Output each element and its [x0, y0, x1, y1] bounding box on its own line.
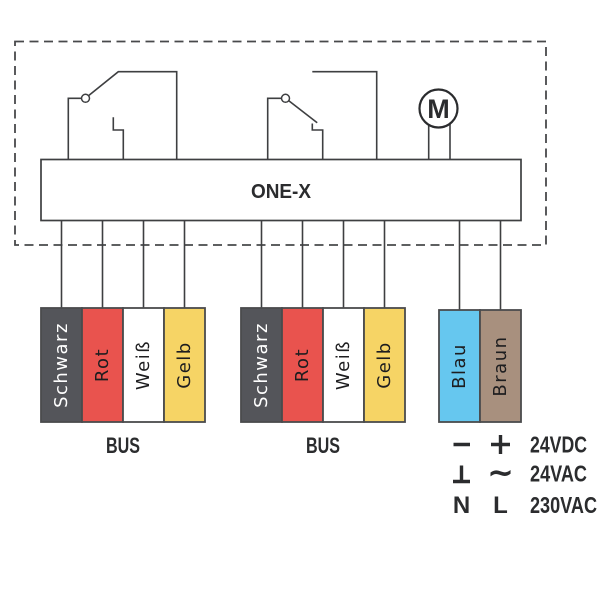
terminal-bus2-schwarz [240, 307, 283, 423]
device-boundary-dashed-box [14, 40, 547, 246]
ground-symbol [453, 465, 470, 484]
terminal-bus2-rot [281, 307, 324, 423]
switch2-lower-contact [311, 123, 324, 160]
terminal-bus2-weiss [322, 307, 365, 423]
motor-symbol: M [418, 88, 459, 160]
terminal-group-bus-2: Schwarz Rot Weiß Gelb BUS [240, 307, 406, 458]
motor-leads [427, 124, 451, 160]
voltage-legend: 24VDC ~ 24VAC N L 230VAC [453, 432, 597, 520]
switch2-upper-contact [312, 70, 378, 160]
terminal-power-blau [438, 309, 481, 423]
device-box [40, 158, 522, 222]
terminal-bus1-gelb [163, 307, 206, 423]
terminal-group-power: Blau Braun [438, 309, 522, 423]
terminal-bus2-gelb [363, 307, 406, 423]
switch1-lower-contact [112, 117, 125, 160]
terminal-wires [60, 220, 502, 310]
bus1-caption: BUS [106, 433, 140, 458]
end-switch-2 [266, 70, 378, 160]
terminal-label-bus2-gelb: Gelb [374, 341, 395, 388]
terminal-label-power-blau: Blau [449, 343, 470, 389]
terminal-group-bus-1: Schwarz Rot Weiß Gelb BUS [40, 307, 206, 458]
terminal-label-bus2-schwarz: Schwarz [251, 322, 272, 408]
device-name: ONE-X [251, 181, 312, 203]
terminal-power-braun [479, 309, 522, 423]
terminal-label-bus1-weiss: Weiß [133, 340, 154, 390]
switch2-common-lead [266, 97, 282, 160]
switch1-arm-upper-contact [88, 70, 178, 160]
switch2-arm [288, 100, 318, 124]
terminal-label-bus2-weiss: Weiß [333, 340, 354, 390]
terminal-label-bus1-schwarz: Schwarz [51, 322, 72, 408]
terminal-label-bus1-rot: Rot [92, 348, 113, 382]
legend-24vac: 24VAC [530, 461, 587, 487]
terminal-bus1-rot [81, 307, 124, 423]
switch1-common-lead [67, 97, 82, 160]
end-switch-1 [67, 70, 178, 160]
legend-24vdc: 24VDC [530, 432, 587, 458]
neutral-symbol: N [453, 492, 470, 519]
line-symbol: L [493, 492, 508, 519]
switch2-pivot-circle [280, 93, 291, 104]
terminal-label-bus2-rot: Rot [292, 348, 313, 382]
switch1-pivot-circle [80, 93, 91, 104]
terminal-bus1-schwarz [40, 307, 83, 423]
terminal-label-bus1-gelb: Gelb [174, 341, 195, 388]
legend-230vac: 230VAC [530, 492, 597, 518]
motor-label: M [427, 94, 450, 124]
bus2-caption: BUS [306, 433, 340, 458]
ac-tilde-symbol: ~ [487, 453, 514, 491]
terminal-label-power-braun: Braun [490, 335, 511, 396]
motor-circle [418, 88, 459, 129]
plus-symbol [491, 435, 510, 454]
